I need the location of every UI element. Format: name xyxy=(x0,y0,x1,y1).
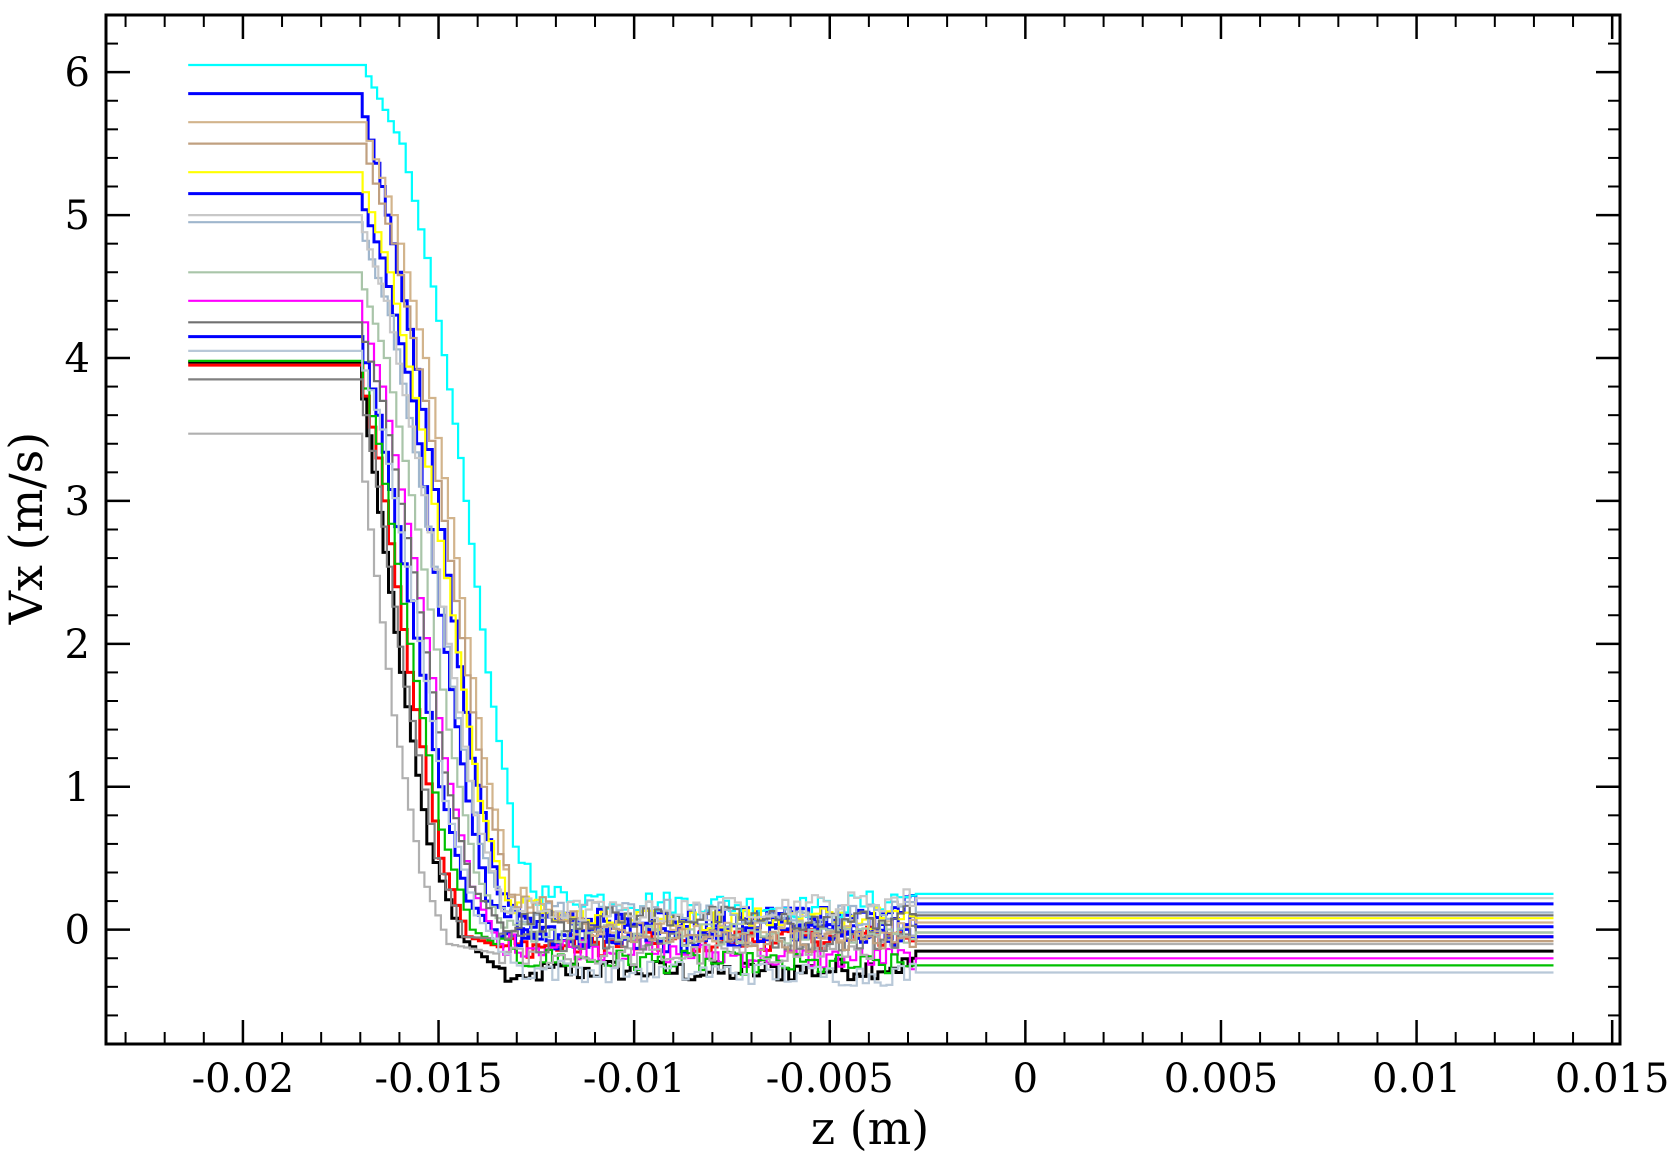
series-line xyxy=(188,321,1554,934)
x-axis-ticks xyxy=(124,15,1614,1044)
series-line xyxy=(188,349,1554,987)
x-tick-label: -0.02 xyxy=(192,1056,295,1102)
y-tick-label: 2 xyxy=(65,622,90,668)
y-tick-label: 1 xyxy=(65,765,90,811)
series-line xyxy=(188,432,1554,969)
series-layer xyxy=(188,63,1554,987)
series-line xyxy=(188,214,1554,923)
x-tick-label: 0.015 xyxy=(1555,1056,1668,1102)
x-tick-label: -0.015 xyxy=(375,1056,503,1102)
x-tick-label: 0.005 xyxy=(1164,1056,1279,1102)
y-tick-label: 6 xyxy=(65,50,90,96)
x-tick-label: 0 xyxy=(1013,1056,1038,1102)
y-tick-label: 0 xyxy=(65,908,90,954)
y-axis-title: Vx (m/s) xyxy=(0,432,53,625)
x-tick-label: -0.005 xyxy=(766,1056,894,1102)
series-line xyxy=(188,359,1554,976)
series-line xyxy=(188,142,1554,954)
series-line xyxy=(188,63,1554,919)
x-tick-label: -0.01 xyxy=(583,1056,686,1102)
x-tick-label: 0.01 xyxy=(1372,1056,1461,1102)
y-axis-tick-labels: 0 1 2 3 4 5 6 xyxy=(65,50,90,954)
y-tick-label: 5 xyxy=(65,193,90,239)
series-line xyxy=(188,221,1554,927)
y-tick-label: 4 xyxy=(65,336,90,382)
y-tick-label: 3 xyxy=(65,479,90,525)
x-axis-title: z (m) xyxy=(811,1101,929,1155)
y-axis-ticks xyxy=(106,42,1620,1017)
series-line xyxy=(188,271,1554,947)
x-axis-tick-labels: -0.02 -0.015 -0.01 -0.005 0 0.005 0.01 0.015 xyxy=(192,1056,1668,1102)
